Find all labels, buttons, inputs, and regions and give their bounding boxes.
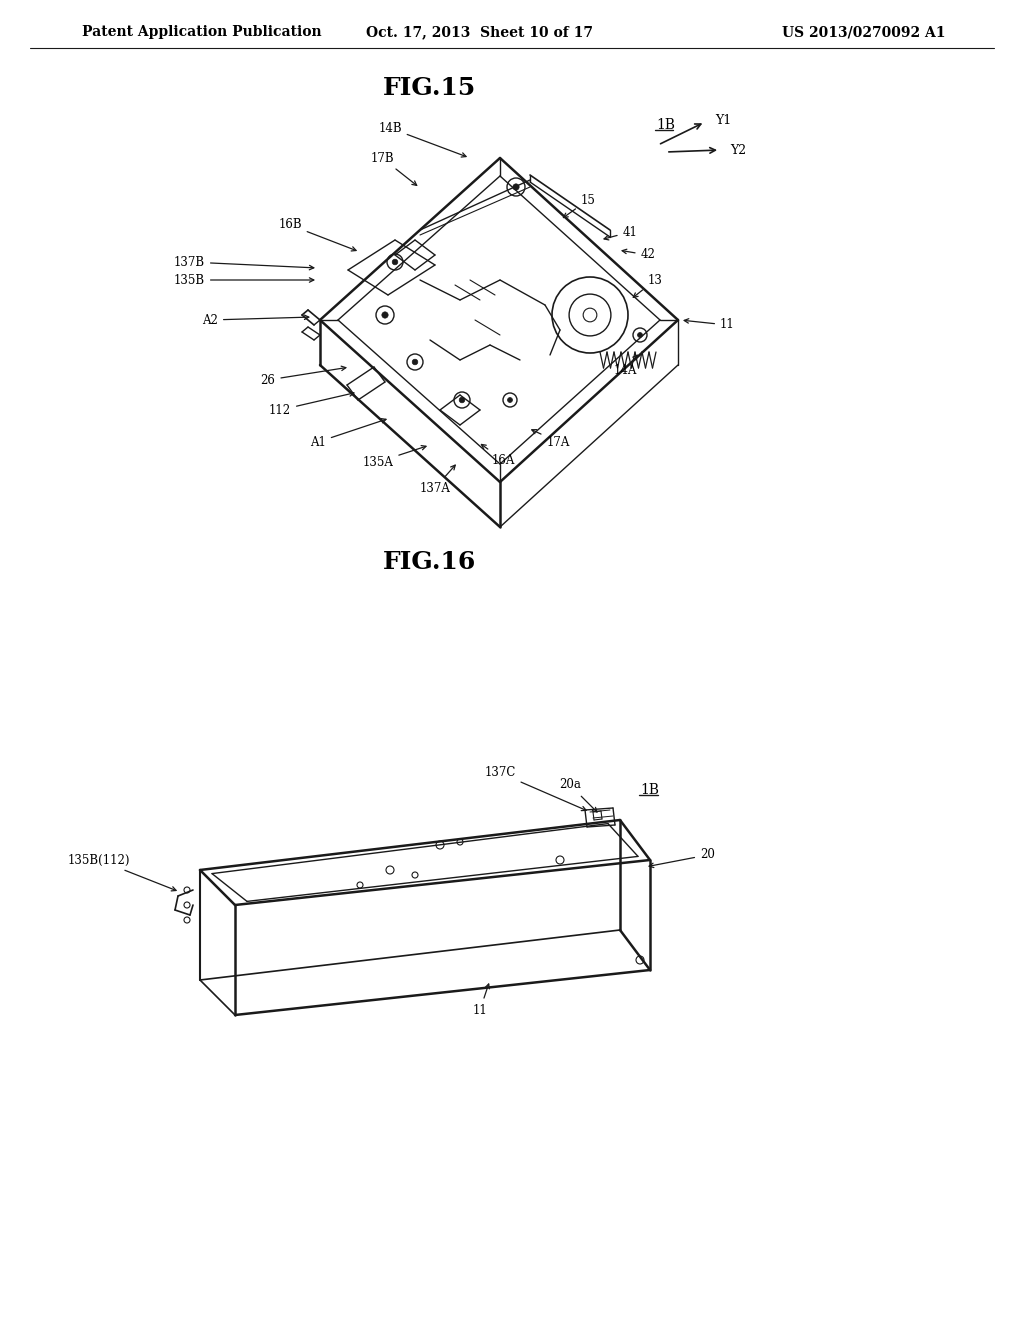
Text: 14B: 14B: [378, 121, 466, 157]
Circle shape: [413, 359, 418, 364]
Text: 13: 13: [633, 273, 663, 297]
Text: 20: 20: [649, 849, 715, 867]
Text: 11: 11: [473, 983, 489, 1016]
Circle shape: [459, 397, 465, 403]
Text: 42: 42: [623, 248, 655, 261]
Text: 17A: 17A: [531, 429, 569, 449]
Text: 11: 11: [684, 318, 735, 331]
Circle shape: [392, 259, 397, 265]
Text: Patent Application Publication: Patent Application Publication: [82, 25, 322, 40]
Circle shape: [513, 183, 519, 190]
Text: 16B: 16B: [279, 219, 356, 251]
Text: 137A: 137A: [420, 465, 456, 495]
Text: A2: A2: [202, 314, 309, 326]
Circle shape: [508, 397, 512, 403]
Text: FIG.15: FIG.15: [383, 77, 476, 100]
Text: 137C: 137C: [484, 767, 586, 810]
Text: 135B(112): 135B(112): [68, 854, 176, 891]
Text: 17B: 17B: [371, 152, 417, 185]
Text: 112: 112: [269, 392, 354, 417]
Text: 14A: 14A: [613, 355, 637, 376]
Circle shape: [382, 312, 388, 318]
Text: 135A: 135A: [362, 446, 426, 469]
Circle shape: [638, 333, 642, 338]
Text: 1B: 1B: [656, 117, 675, 132]
Text: 15: 15: [563, 194, 595, 218]
Text: FIG.16: FIG.16: [383, 550, 476, 574]
Text: Y1: Y1: [715, 114, 731, 127]
Text: Y2: Y2: [730, 144, 746, 157]
Text: 20a: 20a: [559, 779, 597, 812]
Text: 137B: 137B: [174, 256, 313, 269]
Text: 41: 41: [604, 226, 637, 240]
Text: A1: A1: [310, 418, 386, 449]
Text: 16A: 16A: [481, 445, 515, 466]
Text: 1B: 1B: [640, 783, 659, 797]
Text: 26: 26: [260, 366, 346, 387]
Text: US 2013/0270092 A1: US 2013/0270092 A1: [781, 25, 945, 40]
Text: Oct. 17, 2013  Sheet 10 of 17: Oct. 17, 2013 Sheet 10 of 17: [367, 25, 594, 40]
Text: 135B: 135B: [174, 273, 313, 286]
